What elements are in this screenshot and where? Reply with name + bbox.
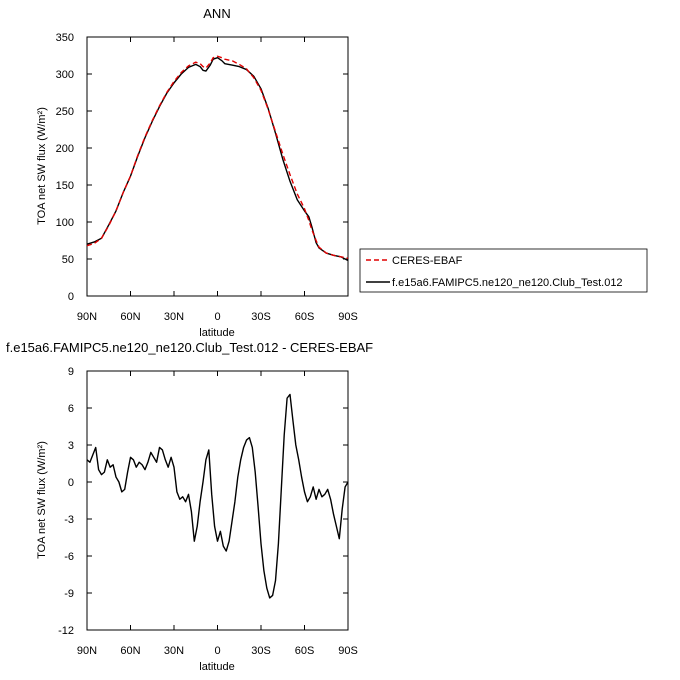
bottom-y-tick-label: -9	[64, 588, 74, 600]
top-x-tick-label: 30N	[164, 311, 184, 323]
top-x-tick-label: 60N	[120, 311, 140, 323]
bottom-panel: f.e15a6.FAMIPC5.ne120_ne120.Club_Test.01…	[6, 340, 373, 673]
bottom-x-tick-label: 30S	[251, 645, 271, 657]
bottom-x-axis-title: latitude	[199, 661, 234, 673]
legend: CERES-EBAF f.e15a6.FAMIPC5.ne120_ne120.C…	[359, 248, 648, 293]
top-plot-frame	[86, 36, 349, 297]
top-y-tick-label: 100	[56, 217, 74, 229]
legend-label-model: f.e15a6.FAMIPC5.ne120_ne120.Club_Test.01…	[392, 277, 623, 289]
legend-label-ceres: CERES-EBAF	[392, 255, 463, 267]
bottom-y-tick-label: -3	[64, 514, 74, 526]
top-x-axis-title: latitude	[199, 327, 234, 339]
top-x-tick-label: 0	[214, 311, 220, 323]
top-y-tick-label: 150	[56, 180, 74, 192]
top-series-line-model	[86, 57, 349, 262]
bottom-panel-title: f.e15a6.FAMIPC5.ne120_ne120.Club_Test.01…	[6, 340, 373, 355]
top-x-tick-label: 60S	[295, 311, 315, 323]
bottom-x-tick-label: 0	[214, 645, 220, 657]
bottom-y-tick-label: -6	[64, 551, 74, 563]
bottom-x-tick-label: 90N	[77, 645, 97, 657]
bottom-y-tick-label: 6	[68, 403, 74, 415]
top-series-line-ceres	[86, 55, 349, 259]
top-y-tick-label: 250	[56, 106, 74, 118]
top-y-axis-title: TOA net SW flux (W/m²)	[36, 107, 48, 225]
bottom-x-tick-label: 60N	[120, 645, 140, 657]
bottom-y-tick-label: 0	[68, 477, 74, 489]
top-y-tick-label: 300	[56, 69, 74, 81]
bottom-x-tick-label: 30N	[164, 645, 184, 657]
bottom-x-tick-label: 60S	[295, 645, 315, 657]
top-panel-title: ANN	[203, 6, 230, 21]
bottom-x-tick-label: 90S	[338, 645, 358, 657]
top-y-tick-label: 350	[56, 32, 74, 44]
top-y-tick-label: 50	[62, 254, 74, 266]
bottom-y-axis-title: TOA net SW flux (W/m²)	[36, 441, 48, 559]
bottom-y-tick-label: 3	[68, 440, 74, 452]
top-x-tick-label: 30S	[251, 311, 271, 323]
bottom-y-tick-label: -12	[58, 625, 74, 637]
top-panel: ANN 90N 60N 30N 0 30S 60S 90S 0 50 100 150 200 250 30…	[36, 6, 358, 339]
legend-box	[359, 248, 648, 293]
bottom-series-line-model	[86, 393, 349, 599]
top-y-tick-label: 200	[56, 143, 74, 155]
top-x-tick-label: 90S	[338, 311, 358, 323]
top-y-tick-label: 0	[68, 291, 74, 303]
top-x-tick-label: 90N	[77, 311, 97, 323]
bottom-y-tick-label: 9	[68, 366, 74, 378]
